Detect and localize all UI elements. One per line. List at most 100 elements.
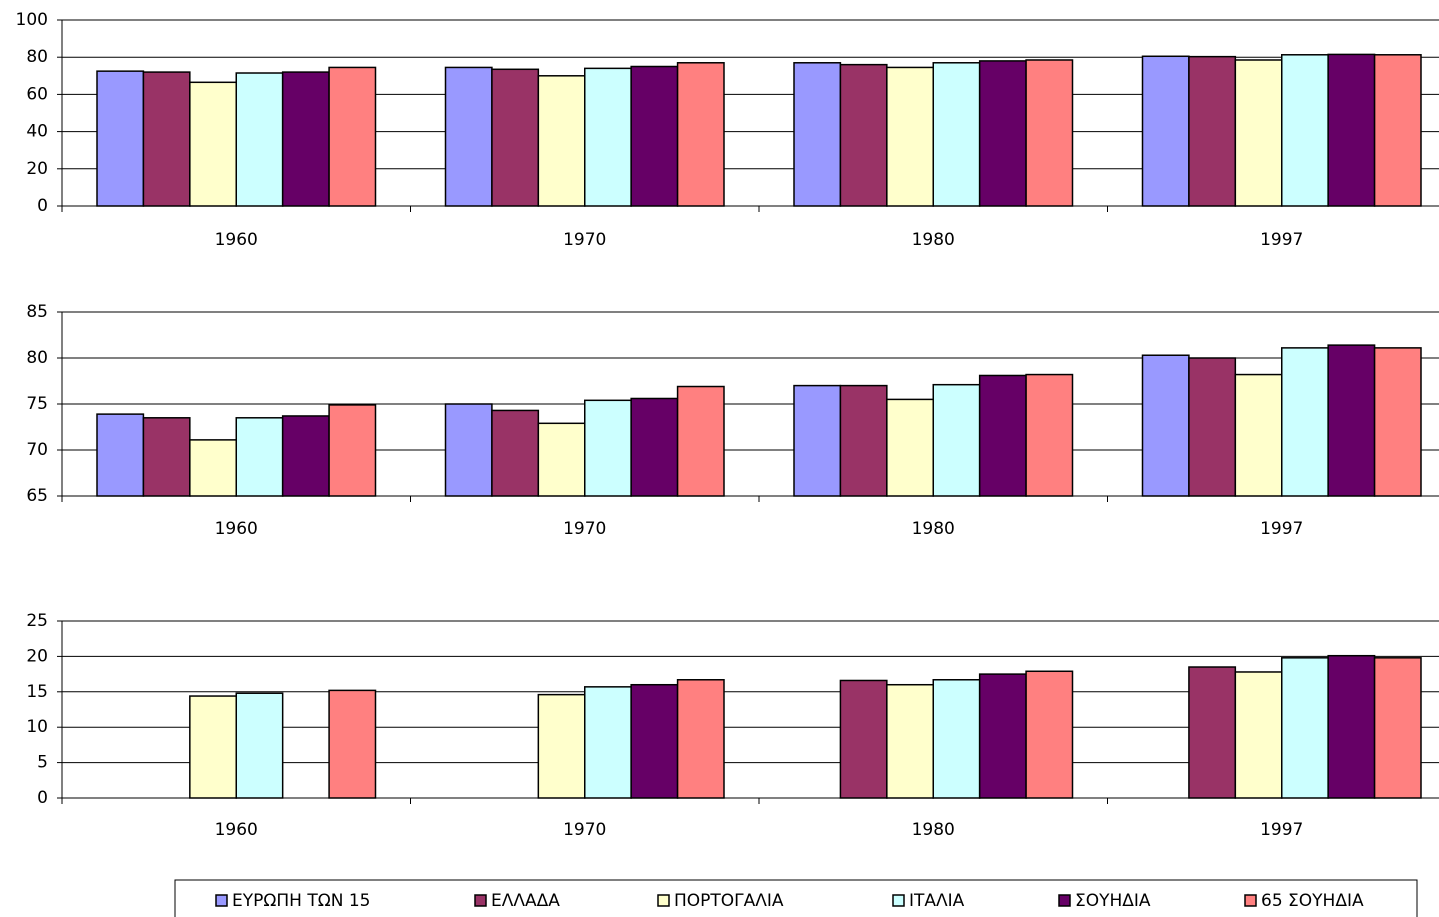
bar xyxy=(978,60,1027,207)
x-tick-label: 1980 xyxy=(912,230,955,250)
bar xyxy=(1281,657,1329,799)
bar xyxy=(235,72,284,207)
bar xyxy=(1373,657,1422,799)
bar xyxy=(1327,53,1376,207)
bar xyxy=(793,384,842,497)
y-tick-label: 25 xyxy=(26,611,48,631)
bar xyxy=(839,63,888,207)
y-tick-label: 0 xyxy=(37,788,48,808)
bar xyxy=(584,399,632,497)
bar xyxy=(676,385,725,497)
y-tick-label: 20 xyxy=(26,159,48,179)
bar xyxy=(1234,671,1283,799)
bar xyxy=(1373,54,1422,207)
bar xyxy=(676,679,725,799)
bar xyxy=(630,683,679,799)
bar xyxy=(235,692,284,799)
bar xyxy=(630,65,679,207)
bar xyxy=(1025,670,1074,799)
bar xyxy=(630,397,679,497)
bar xyxy=(932,383,981,497)
legend-swatch xyxy=(474,894,487,907)
bar xyxy=(886,398,934,497)
x-tick-label: 1970 xyxy=(563,519,606,539)
x-tick-label: 1960 xyxy=(215,820,258,840)
bar xyxy=(1327,344,1376,497)
y-tick-label: 80 xyxy=(26,348,48,368)
bar xyxy=(1188,55,1237,207)
bar xyxy=(584,686,632,799)
x-tick-label: 1980 xyxy=(912,820,955,840)
legend-swatch xyxy=(215,894,228,907)
bar xyxy=(189,695,237,799)
y-tick-label: 10 xyxy=(26,717,48,737)
bar xyxy=(444,403,493,497)
x-tick-label: 1997 xyxy=(1260,230,1303,250)
bar xyxy=(886,683,934,799)
bar xyxy=(328,66,377,207)
legend-label: ΕΛΛΑΔΑ xyxy=(491,891,560,911)
bar xyxy=(1234,373,1283,497)
bar xyxy=(537,75,586,207)
bar xyxy=(1234,59,1283,207)
bar xyxy=(978,374,1027,497)
bar xyxy=(1141,354,1190,497)
bar xyxy=(839,384,888,497)
y-tick-label: 70 xyxy=(26,440,48,460)
bar xyxy=(537,693,586,799)
bar xyxy=(1281,347,1329,497)
bar xyxy=(1188,666,1237,799)
legend-label: 65 ΣΟΥΗΔΙΑ xyxy=(1261,891,1364,911)
legend-swatch xyxy=(1244,894,1257,907)
y-tick-label: 60 xyxy=(26,84,48,104)
y-tick-label: 0 xyxy=(37,196,48,216)
bar xyxy=(96,70,145,207)
bar xyxy=(1327,654,1376,799)
x-tick-label: 1970 xyxy=(563,230,606,250)
y-tick-label: 85 xyxy=(26,302,48,322)
bar xyxy=(189,81,237,207)
x-tick-label: 1997 xyxy=(1260,519,1303,539)
y-tick-label: 80 xyxy=(26,47,48,67)
y-tick-label: 40 xyxy=(26,122,48,142)
y-tick-label: 5 xyxy=(37,753,48,773)
legend-swatch xyxy=(892,894,905,907)
legend-label: ΕΥΡΩΠΗ ΤΩΝ 15 xyxy=(232,891,370,911)
legend-swatch xyxy=(1058,894,1071,907)
x-tick-label: 1970 xyxy=(563,820,606,840)
x-tick-label: 1960 xyxy=(215,230,258,250)
bar xyxy=(142,417,191,497)
bar xyxy=(932,62,981,207)
bar xyxy=(281,71,330,207)
bar xyxy=(1373,347,1422,497)
legend-swatch xyxy=(657,894,670,907)
bar xyxy=(281,415,330,497)
bar xyxy=(839,679,888,799)
y-tick-label: 65 xyxy=(26,486,48,506)
bar xyxy=(142,71,191,207)
bar xyxy=(1025,373,1074,497)
y-tick-label: 100 xyxy=(16,10,48,30)
bar xyxy=(235,417,284,497)
legend-label: ΣΟΥΗΔΙΑ xyxy=(1075,891,1151,911)
bar xyxy=(491,68,540,207)
y-tick-label: 75 xyxy=(26,394,48,414)
bar xyxy=(793,62,842,207)
bar xyxy=(328,404,377,497)
bar xyxy=(932,679,981,799)
bar xyxy=(1281,54,1329,207)
bar xyxy=(328,689,377,799)
bar xyxy=(1025,59,1074,207)
legend-label: ΙΤΑΛΙΑ xyxy=(909,891,965,911)
bar xyxy=(676,62,725,207)
bar xyxy=(1188,357,1237,497)
bar xyxy=(444,66,493,207)
bar xyxy=(96,413,145,497)
legend-box xyxy=(174,879,1418,917)
bar xyxy=(978,673,1027,799)
legend-label: ΠΟΡΤΟΓΑΛΙΑ xyxy=(674,891,784,911)
bar xyxy=(1141,55,1190,207)
y-tick-label: 20 xyxy=(26,646,48,666)
y-tick-label: 15 xyxy=(26,682,48,702)
